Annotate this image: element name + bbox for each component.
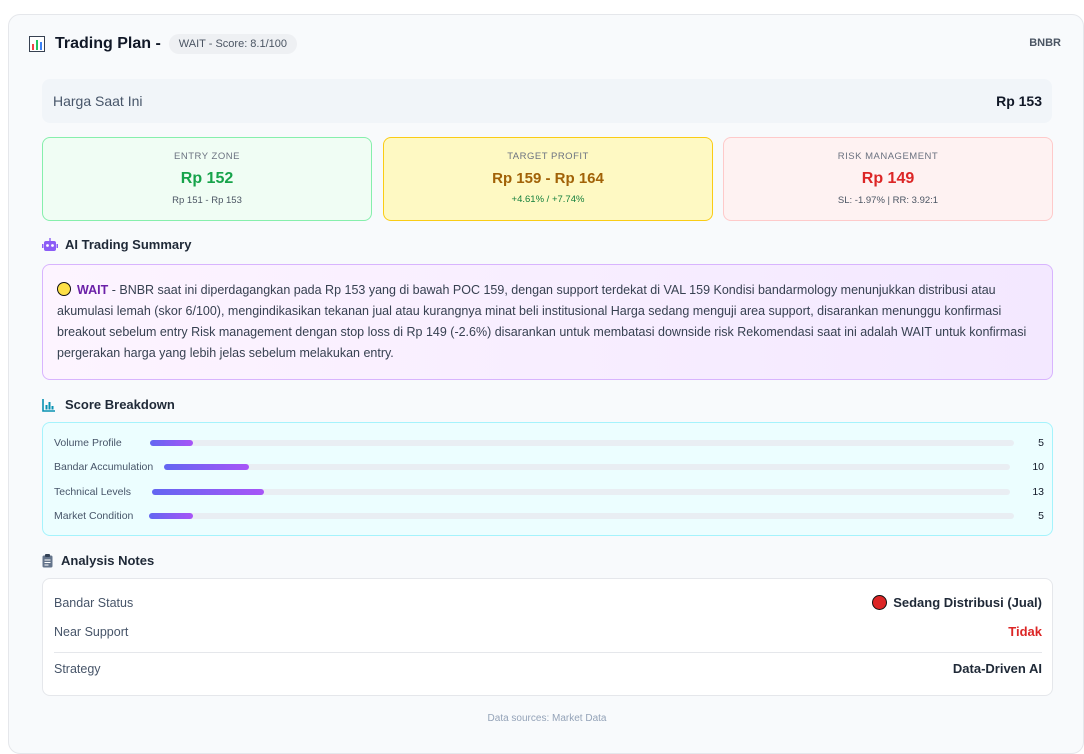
score-breakdown-heading: Score Breakdown (42, 397, 175, 412)
analysis-notes-title: Analysis Notes (61, 553, 155, 568)
target-profit-value: Rp 159 - Rp 164 (492, 170, 604, 187)
clipboard-icon (42, 553, 54, 568)
strategy-row: Strategy Data-Driven AI (54, 661, 1042, 676)
score-label: Volume Profile (54, 437, 122, 449)
entry-zone-label: ENTRY ZONE (174, 151, 240, 162)
bandar-status-label: Bandar Status (54, 595, 134, 610)
trading-plan-panel: Trading Plan - WAIT - Score: 8.1/100 BNB… (8, 14, 1084, 754)
score-track (149, 440, 1014, 446)
score-breakdown-box: Volume Profile 5 Bandar Accumulation 10 … (42, 422, 1053, 536)
score-label: Market Condition (54, 510, 134, 522)
risk-management-card: RISK MANAGEMENT Rp 149 SL: -1.97% | RR: … (723, 137, 1053, 221)
ai-summary-title: AI Trading Summary (65, 237, 192, 252)
current-price-row: Harga Saat Ini Rp 153 (42, 79, 1052, 123)
target-profit-label: TARGET PROFIT (507, 151, 589, 162)
entry-zone-range: Rp 151 - Rp 153 (172, 195, 242, 206)
divider (54, 652, 1042, 653)
score-track (152, 489, 1010, 495)
risk-reward-text: SL: -1.97% | RR: 3.92:1 (837, 195, 939, 206)
score-fill (152, 489, 264, 495)
score-fill (164, 464, 249, 470)
target-profit-percent: +4.61% / +7.74% (511, 194, 585, 205)
entry-zone-card: ENTRY ZONE Rp 152 Rp 151 - Rp 153 (42, 137, 372, 221)
score-breakdown-title: Score Breakdown (65, 397, 175, 412)
score-track (149, 513, 1014, 519)
summary-status: WAIT (77, 283, 109, 297)
score-fill (149, 440, 193, 446)
ai-summary-heading: AI Trading Summary (42, 237, 191, 252)
bar-chart-icon (29, 36, 45, 52)
entry-zone-value: Rp 152 (180, 170, 234, 187)
bandar-status-value-wrap: Sedang Distribusi (Jual) (872, 595, 1042, 610)
score-row: Market Condition 5 (54, 508, 1044, 524)
score-row: Technical Levels 13 (54, 484, 1044, 500)
target-profit-card: TARGET PROFIT Rp 159 - Rp 164 +4.61% / +… (383, 137, 713, 221)
data-sources-footer: Data sources: Market Data (487, 713, 607, 724)
strategy-value: Data-Driven AI (952, 661, 1042, 676)
strategy-label: Strategy (54, 661, 101, 676)
bar-chart-icon (42, 398, 58, 412)
score-value: 10 (1032, 461, 1044, 473)
page-title: Trading Plan - (55, 35, 161, 52)
score-value: 5 (1038, 437, 1044, 449)
yellow-circle-icon (57, 282, 71, 296)
analysis-notes-heading: Analysis Notes (42, 553, 154, 568)
bandar-status-value: Sedang Distribusi (Jual) (893, 595, 1042, 610)
score-fill (149, 513, 193, 519)
near-support-label: Near Support (54, 624, 129, 639)
stop-loss-value: Rp 149 (861, 170, 915, 187)
score-label: Technical Levels (54, 486, 132, 498)
score-value: 5 (1038, 510, 1044, 522)
score-row: Volume Profile 5 (54, 435, 1044, 451)
bandar-status-row: Bandar Status Sedang Distribusi (Jual) (54, 595, 1042, 610)
current-price-label: Harga Saat Ini (53, 93, 143, 109)
red-circle-icon (872, 595, 888, 610)
ticker-label: BNBR (1029, 37, 1061, 49)
score-label: Bandar Accumulation (54, 461, 154, 473)
robot-icon (42, 237, 58, 252)
summary-text: - BNBR saat ini diperdagangkan pada Rp 1… (57, 283, 1027, 360)
current-price-value: Rp 153 (996, 93, 1042, 109)
near-support-row: Near Support Tidak (54, 624, 1042, 639)
score-value: 13 (1032, 486, 1044, 498)
score-row: Bandar Accumulation 10 (54, 459, 1044, 475)
header: Trading Plan - WAIT - Score: 8.1/100 BNB… (29, 33, 1069, 55)
status-badge: WAIT - Score: 8.1/100 (168, 34, 298, 54)
analysis-notes-box: Bandar Status Sedang Distribusi (Jual) N… (42, 578, 1053, 696)
ai-summary-box: WAIT - BNBR saat ini diperdagangkan pada… (42, 264, 1053, 380)
risk-management-label: RISK MANAGEMENT (837, 151, 939, 162)
score-track (164, 464, 1010, 470)
near-support-value: Tidak (1008, 624, 1042, 639)
